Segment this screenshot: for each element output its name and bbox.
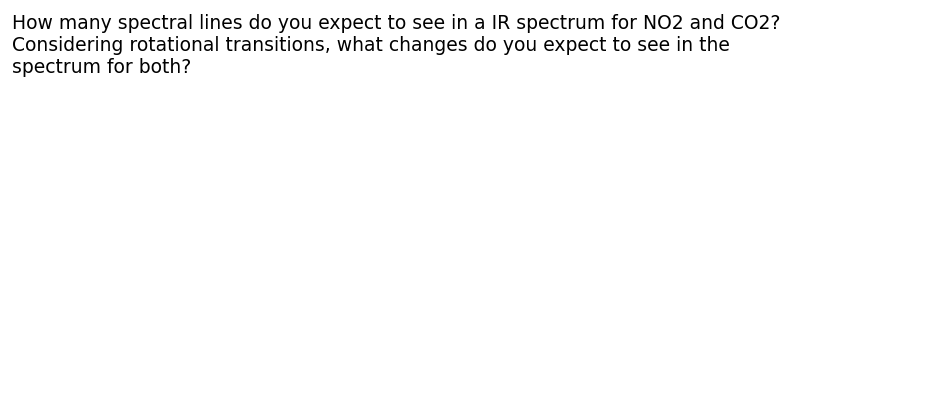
Text: How many spectral lines do you expect to see in a IR spectrum for NO2 and CO2?: How many spectral lines do you expect to… [12,14,780,33]
Text: Considering rotational transitions, what changes do you expect to see in the: Considering rotational transitions, what… [12,36,730,55]
Text: spectrum for both?: spectrum for both? [12,58,192,77]
